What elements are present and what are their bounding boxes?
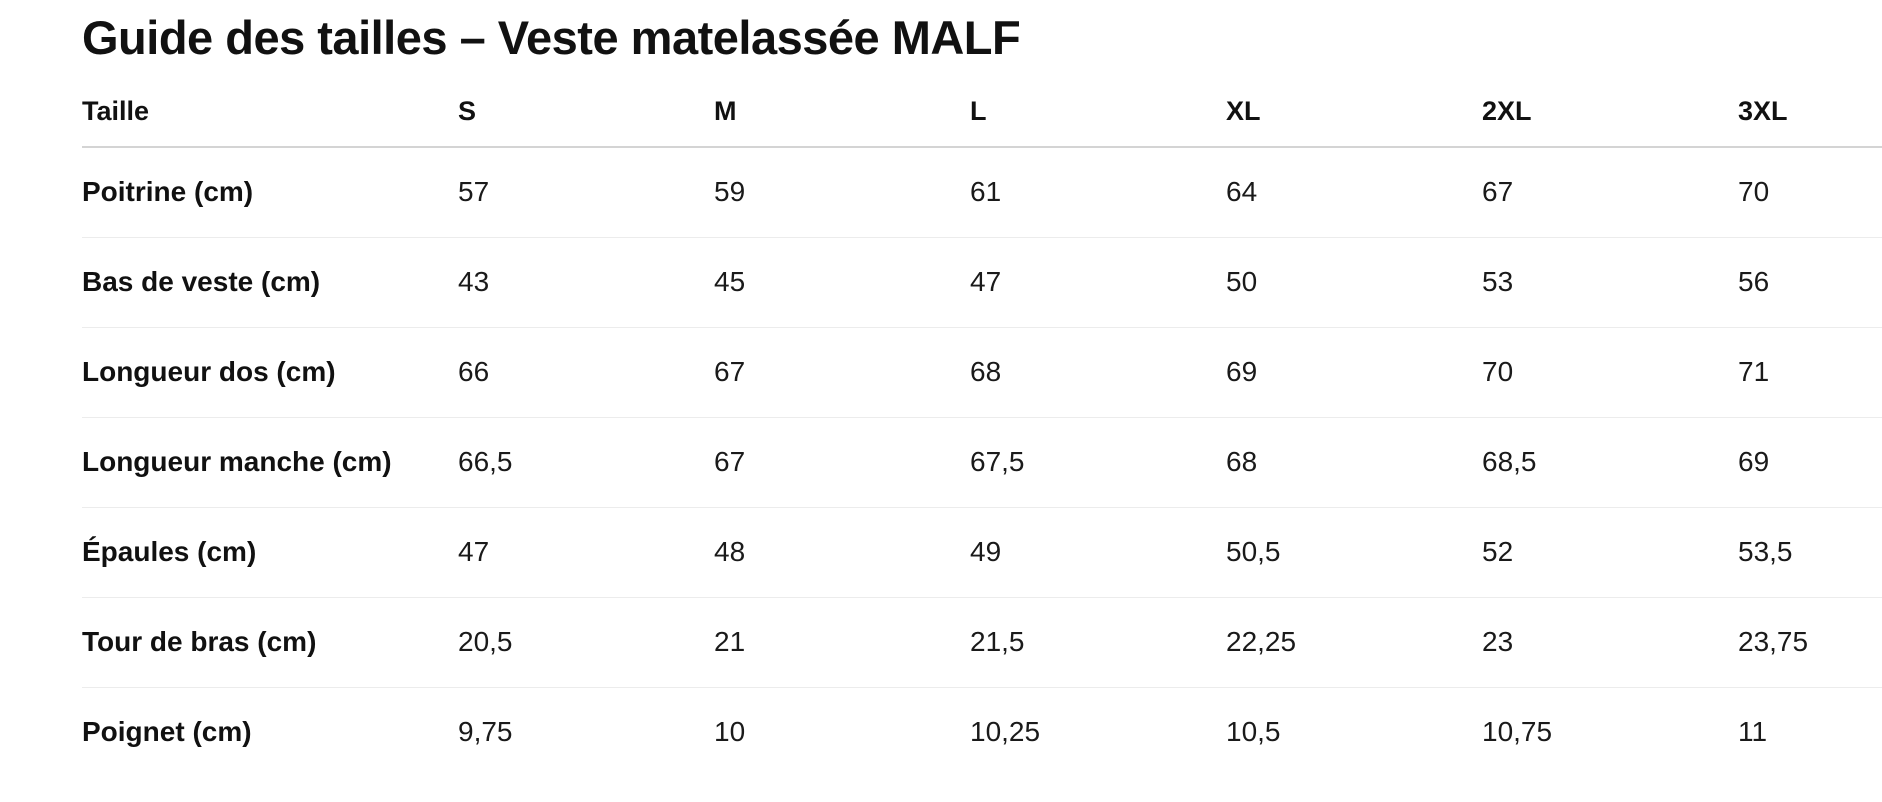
page-title: Guide des tailles – Veste matelassée MAL… [82, 11, 1021, 64]
table-cell: 50 [1226, 236, 1482, 327]
table-cell: 23,75 [1738, 596, 1882, 687]
table-cell: 23 [1482, 596, 1738, 687]
table-row: Longueur manche (cm) 66,5 67 67,5 68 68,… [82, 416, 1882, 507]
table-cell: 48 [714, 506, 970, 597]
header-row: Taille S M L XL 2XL 3XL [82, 79, 1882, 148]
row-label: Poitrine (cm) [82, 176, 254, 208]
table-cell: 53 [1482, 236, 1738, 327]
table-cell: 52 [1482, 506, 1738, 597]
table-cell: 49 [970, 506, 1226, 597]
table-cell: 47 [970, 236, 1226, 327]
table-cell: 70 [1482, 326, 1738, 417]
table-cell: 67 [714, 416, 970, 507]
table-cell: 71 [1738, 326, 1882, 417]
row-label: Longueur dos (cm) [82, 326, 458, 417]
table-cell: 68 [970, 326, 1226, 417]
table-row: Poitrine (cm) 57 59 61 64 67 70 [82, 147, 1882, 237]
table-cell: 20,5 [458, 596, 714, 687]
table-cell: 47 [458, 506, 714, 597]
table-cell: 10,5 [1226, 686, 1482, 777]
table-cell: 66,5 [458, 416, 714, 507]
header-cell-xl: XL [1226, 79, 1482, 148]
table-cell: 69 [1226, 326, 1482, 417]
header-cell-m: M [714, 79, 970, 148]
size-guide: Guide des tailles – Veste matelassée MAL… [82, 0, 1882, 777]
table-cell: 9,75 [458, 686, 714, 777]
table-cell: 67,5 [970, 416, 1226, 507]
table-cell: 22,25 [1226, 596, 1482, 687]
table-cell: 67 [1482, 176, 1514, 208]
table-row: Bas de veste (cm) 43 45 47 50 53 56 [82, 236, 1882, 327]
table-row: Poignet (cm) 9,75 10 10,25 10,5 10,75 11 [82, 686, 1882, 777]
table-cell: 10,25 [970, 686, 1226, 777]
table-cell: 43 [458, 236, 714, 327]
size-table-header: Taille S M L XL 2XL 3XL [82, 79, 1882, 148]
table-row: Tour de bras (cm) 20,5 21 21,5 22,25 23 … [82, 596, 1882, 687]
size-table: Taille S M L XL 2XL 3XL Poitrine (cm) 57… [82, 79, 1882, 777]
table-cell: 21,5 [970, 596, 1226, 687]
table-cell: 45 [714, 236, 970, 327]
row-label: Bas de veste (cm) [82, 236, 458, 327]
table-cell: 21 [714, 596, 970, 687]
table-cell: 67 [714, 326, 970, 417]
row-label: Épaules (cm) [82, 506, 458, 597]
row-label: Tour de bras (cm) [82, 596, 458, 687]
header-cell-2xl: 2XL [1482, 79, 1738, 148]
header-cell-s: S [458, 79, 714, 148]
size-table-body: Poitrine (cm) 57 59 61 64 67 70 Bas de v… [82, 147, 1882, 777]
table-cell: 11 [1738, 686, 1882, 777]
table-cell: 66 [458, 326, 714, 417]
table-cell: 53,5 [1738, 506, 1882, 597]
header-cell-3xl: 3XL [1738, 79, 1882, 148]
row-label: Poignet (cm) [82, 686, 458, 777]
table-row: Épaules (cm) 47 48 49 50,5 52 53,5 [82, 506, 1882, 597]
table-cell: 69 [1738, 416, 1882, 507]
table-cell: 68,5 [1482, 416, 1738, 507]
table-cell: 68 [1226, 416, 1482, 507]
row-label: Longueur manche (cm) [82, 416, 458, 507]
table-cell: 61 [970, 176, 1002, 208]
table-cell: 10,75 [1482, 686, 1738, 777]
header-cell-l: L [970, 79, 1226, 148]
table-cell: 64 [1226, 176, 1258, 208]
header-cell-taille: Taille [82, 79, 458, 148]
table-cell: 56 [1738, 236, 1882, 327]
table-row: Longueur dos (cm) 66 67 68 69 70 71 [82, 326, 1882, 417]
table-cell: 50,5 [1226, 506, 1482, 597]
table-cell: 70 [1738, 176, 1770, 208]
table-cell: 59 [714, 176, 746, 208]
table-cell: 57 [458, 176, 490, 208]
table-cell: 10 [714, 686, 970, 777]
